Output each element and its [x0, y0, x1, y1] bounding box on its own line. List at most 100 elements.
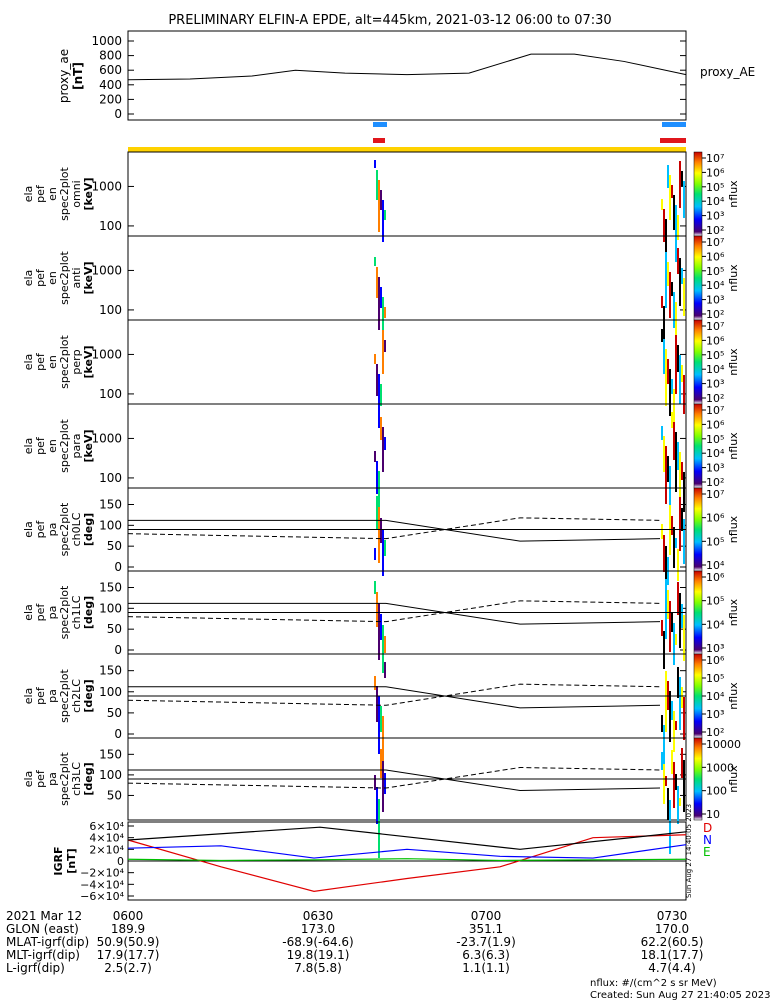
spectrogram-ytick: 100 [99, 471, 122, 485]
spectrogram-ylabel: [deg] [82, 513, 95, 546]
spectrogram-ylabel: pef [34, 268, 47, 287]
spectrogram-ylabel: en [46, 271, 59, 285]
spectrogram-data-burst [677, 345, 679, 372]
colorbar-tick: 10⁴ [706, 618, 725, 631]
spectrogram-data-burst [681, 462, 683, 480]
spectrogram-data-burst [681, 508, 683, 531]
colorbar-tick: 10² [706, 392, 724, 405]
spectrogram-data-burst [677, 582, 679, 615]
spectrogram-data-burst [374, 676, 376, 690]
spectrogram-ytick: 150 [99, 747, 122, 761]
spectrogram-data-burst [663, 209, 665, 242]
spectrogram-data-burst [663, 725, 665, 764]
spectrogram-data-burst [382, 761, 384, 812]
spectrogram-data-burst [677, 442, 679, 470]
spectrogram-ytick: 1000 [91, 263, 122, 277]
spectrogram-data-burst [679, 452, 681, 502]
colorbar [693, 570, 703, 655]
spectrogram-data-burst [665, 446, 667, 504]
spectrogram-data-burst [374, 257, 376, 266]
spectrogram-data-burst [380, 417, 382, 440]
colorbar-tick: 10⁶ [706, 166, 725, 179]
spectrogram-data-burst [683, 181, 685, 218]
spectrogram-data-burst [380, 287, 382, 308]
spectrogram-data-burst [384, 773, 386, 794]
spectrogram-data-burst [673, 527, 675, 568]
spectrogram-panel-frame [127, 403, 687, 489]
spectrogram-data-burst [384, 340, 386, 352]
spectrogram-ylabel: [deg] [82, 679, 95, 712]
spectrogram-data-burst [382, 200, 384, 242]
spectrogram-ylabel: spec2plot [58, 669, 71, 723]
bfield-ytick: 4×10⁴ [89, 832, 124, 845]
spectrogram-data-burst [374, 548, 376, 560]
spectrogram-ylabel: ela [22, 186, 35, 203]
spectrogram-ytick: 1000 [91, 179, 122, 193]
colorbar-tick: 10⁴ [706, 690, 725, 703]
colorbar [693, 487, 703, 572]
colorbar-tick: 10⁴ [706, 195, 725, 208]
colorbar-tick: 10⁵ [706, 181, 724, 194]
spectrogram-data-burst [667, 359, 669, 384]
colorbar-tick: 10³ [706, 378, 724, 391]
spectrogram-data-burst [378, 374, 380, 428]
spectrogram-data-burst [380, 706, 382, 732]
spectrogram-panel-frame [127, 319, 687, 405]
spectrogram-data-burst [681, 365, 683, 382]
spectrogram-data-burst [376, 461, 378, 494]
flux-unit-note: nflux: #/(cm^2 s sr MeV) [590, 978, 717, 989]
anti-loss-cone-line [127, 600, 661, 623]
spectrogram-ytick: 1000 [91, 431, 122, 445]
colorbar-tick: 1000 [706, 761, 734, 774]
loss-cone-line [385, 519, 661, 542]
spectrogram-data-burst [675, 721, 677, 730]
spectrogram-ylabel: pa [46, 689, 59, 703]
spectrogram-data-burst [661, 715, 663, 732]
spectrogram-ylabel: spec2plot [58, 585, 71, 639]
spectrogram-ylabel: ela [22, 604, 35, 621]
footer-row-value: 173.0 [301, 922, 335, 936]
bfield-ytick: −4×10⁴ [80, 878, 124, 891]
spectrogram-data-burst [679, 593, 681, 648]
footer-row-value: 0700 [471, 909, 502, 923]
spectrogram-data-burst [679, 798, 681, 806]
spectrogram-ytick: 50 [107, 539, 122, 553]
spectrogram-ylabel: pa [46, 606, 59, 620]
colorbar [693, 235, 703, 321]
spectrogram-data-burst [374, 354, 376, 364]
spectrogram-data-burst [661, 199, 663, 210]
spectrogram-data-burst [667, 165, 669, 188]
spectrogram-data-burst [380, 384, 382, 406]
colorbar-tick: 10⁶ [706, 654, 725, 667]
spectrogram-data-burst [663, 535, 665, 572]
spectrogram-ylabel: [deg] [82, 596, 95, 629]
spectrogram-data-burst [376, 267, 378, 298]
spectrogram-data-burst [663, 764, 665, 804]
anti-loss-cone-line [127, 683, 661, 706]
footer-row-label: MLAT-igrf(dip) [6, 935, 89, 949]
spectrogram-ylabel: anti [70, 267, 83, 288]
colorbar-tick: 10 [706, 808, 720, 821]
spectrogram-ytick: 100 [99, 219, 122, 233]
spectrogram-data-burst [675, 335, 677, 394]
colorbar-label: nflux [727, 432, 740, 460]
spectrogram-data-burst [384, 662, 386, 678]
spectrogram-data-burst [679, 677, 681, 730]
spectrogram-data-burst [665, 546, 667, 605]
spectrogram-data-burst [669, 175, 671, 220]
footer-row-value: 7.8(5.8) [294, 961, 342, 975]
spectrogram-data-burst [673, 623, 675, 665]
spectrogram-data-burst [665, 671, 667, 732]
spectrogram-ytick: 0 [114, 560, 122, 574]
spectrogram-data-burst [384, 636, 386, 653]
footer-row-label: MLT-igrf(dip) [6, 948, 80, 962]
colorbar-label: nflux [727, 765, 740, 793]
spectrogram-data-burst [667, 456, 669, 482]
spectrogram-ylabel: ela [22, 270, 35, 287]
colorbar-tick: 10⁴ [706, 559, 725, 572]
colorbar-tick: 10⁷ [706, 152, 724, 165]
spectrogram-data-burst [673, 711, 675, 752]
bfield-ytick: 6×10⁴ [89, 820, 124, 833]
footer-row-value: 50.9(50.9) [97, 935, 160, 949]
spectrogram-data-burst [669, 272, 671, 318]
